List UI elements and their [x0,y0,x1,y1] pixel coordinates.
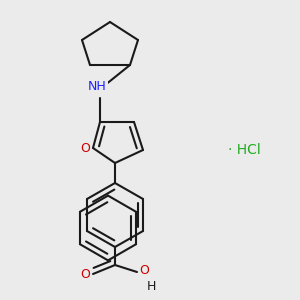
Text: NH: NH [88,80,106,94]
Text: H: H [146,280,156,293]
Text: O: O [81,142,90,154]
Text: · HCl: · HCl [228,143,261,157]
Text: O: O [81,268,90,281]
Text: O: O [140,264,149,277]
